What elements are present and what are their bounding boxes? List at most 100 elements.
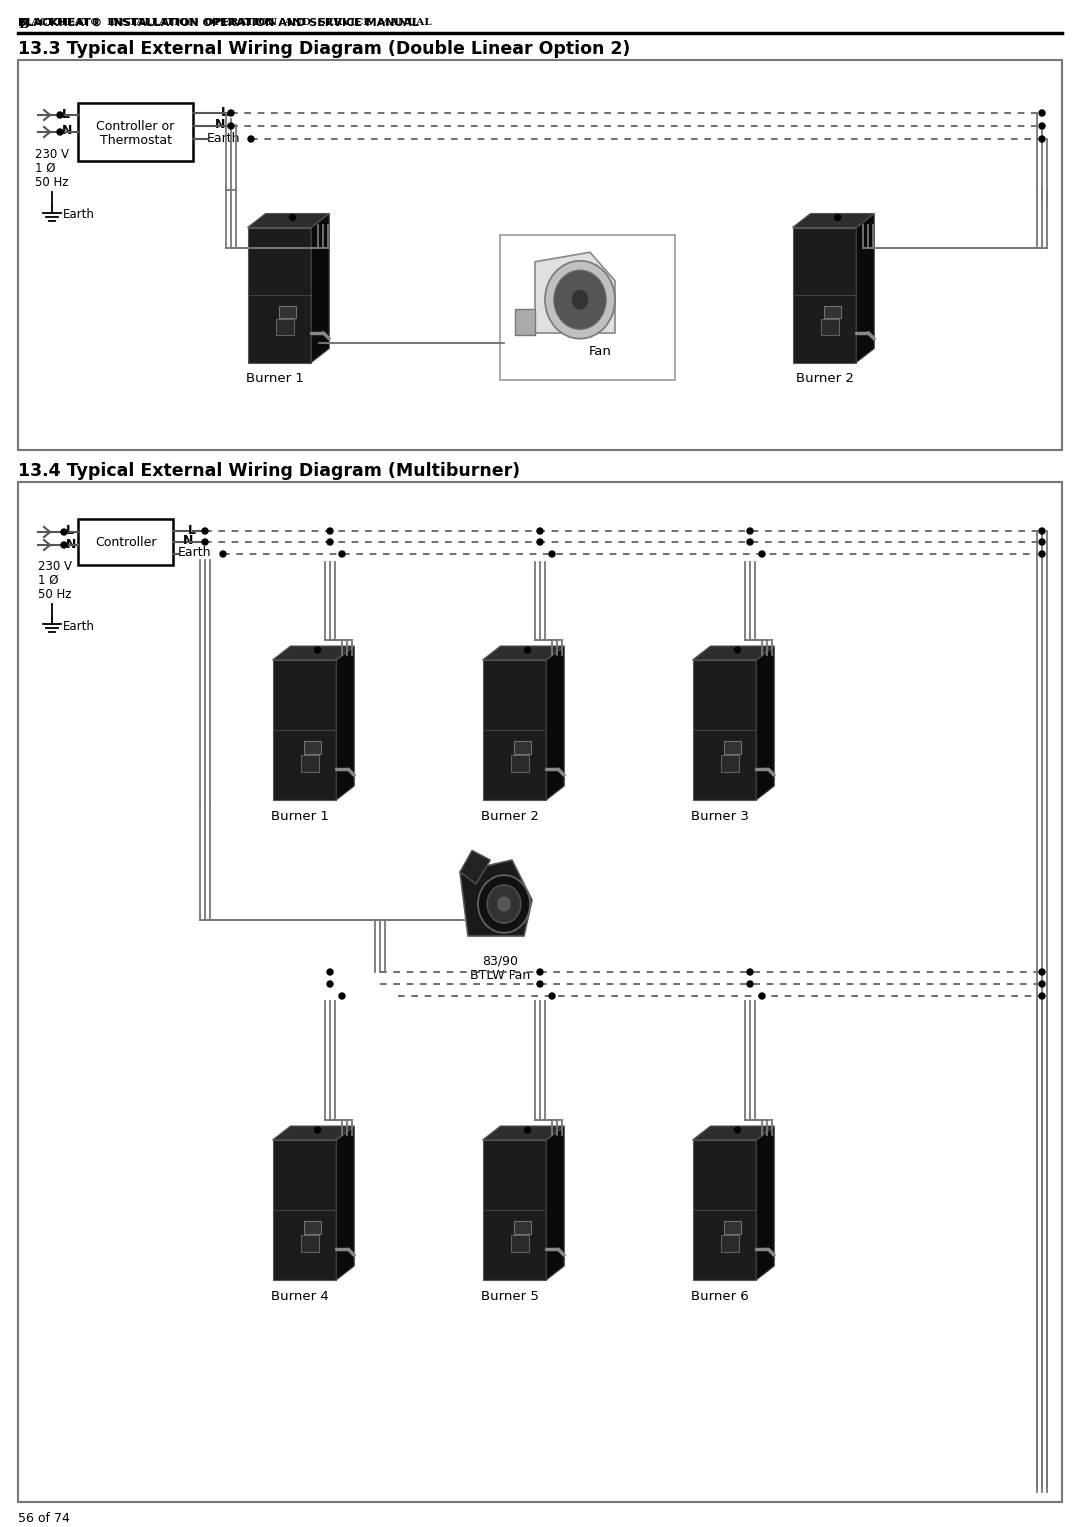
Circle shape	[57, 111, 63, 118]
Polygon shape	[460, 860, 532, 936]
Circle shape	[327, 539, 333, 545]
Bar	[300, 756, 320, 773]
Circle shape	[314, 647, 321, 654]
Circle shape	[1039, 993, 1045, 999]
Text: Controller or: Controller or	[96, 119, 175, 133]
Polygon shape	[483, 1141, 546, 1280]
Polygon shape	[272, 646, 354, 660]
Text: L: L	[62, 107, 70, 121]
Polygon shape	[247, 228, 311, 362]
Circle shape	[734, 1127, 741, 1133]
Text: Earth: Earth	[207, 131, 241, 145]
Circle shape	[549, 551, 555, 557]
Circle shape	[202, 539, 208, 545]
Circle shape	[228, 110, 234, 116]
Ellipse shape	[498, 898, 510, 910]
Circle shape	[314, 1127, 321, 1133]
Polygon shape	[483, 1125, 564, 1141]
Text: 1 Ø: 1 Ø	[38, 574, 58, 586]
Bar	[724, 741, 741, 754]
Bar	[300, 1235, 320, 1252]
Polygon shape	[272, 1125, 354, 1141]
Circle shape	[537, 539, 543, 545]
Text: Burner 3: Burner 3	[691, 809, 748, 823]
Polygon shape	[793, 214, 874, 228]
Polygon shape	[483, 646, 564, 660]
Text: N: N	[62, 125, 72, 137]
Bar	[18, 60, 1062, 450]
Text: L: L	[221, 105, 229, 119]
Text: B: B	[18, 18, 29, 31]
Text: 50 Hz: 50 Hz	[35, 176, 68, 189]
Polygon shape	[535, 252, 615, 333]
Ellipse shape	[571, 289, 589, 310]
Text: Burner 4: Burner 4	[271, 1290, 329, 1303]
Polygon shape	[336, 1125, 354, 1280]
Bar	[279, 305, 296, 318]
Polygon shape	[247, 214, 329, 228]
Text: Burner 1: Burner 1	[271, 809, 329, 823]
Bar	[18, 483, 1062, 1503]
Text: Earth: Earth	[178, 547, 212, 559]
Circle shape	[1039, 970, 1045, 976]
Circle shape	[747, 970, 753, 976]
Bar	[514, 741, 530, 754]
Circle shape	[747, 980, 753, 986]
Circle shape	[1039, 528, 1045, 534]
Circle shape	[835, 214, 840, 220]
Text: 230 V: 230 V	[35, 148, 69, 160]
Text: Burner 1: Burner 1	[246, 373, 303, 385]
Circle shape	[1039, 980, 1045, 986]
Circle shape	[525, 1127, 530, 1133]
Circle shape	[60, 528, 67, 534]
Circle shape	[734, 647, 741, 654]
Polygon shape	[692, 1125, 774, 1141]
Text: 230 V: 230 V	[38, 560, 72, 573]
Bar	[824, 305, 840, 318]
Polygon shape	[336, 646, 354, 800]
Bar	[78, 519, 173, 565]
Circle shape	[537, 528, 543, 534]
Text: Burner 2: Burner 2	[481, 809, 539, 823]
Text: Burner 2: Burner 2	[796, 373, 854, 385]
Polygon shape	[793, 228, 856, 362]
Text: Burner 5: Burner 5	[481, 1290, 539, 1303]
Circle shape	[202, 528, 208, 534]
Bar	[720, 756, 740, 773]
Text: 83/90
BTLW Fan: 83/90 BTLW Fan	[470, 954, 530, 982]
Circle shape	[1039, 551, 1045, 557]
Bar	[303, 1222, 321, 1234]
Text: Burner 6: Burner 6	[691, 1290, 748, 1303]
Polygon shape	[546, 646, 564, 800]
Circle shape	[289, 214, 296, 220]
Text: Fan: Fan	[589, 345, 611, 357]
Circle shape	[220, 551, 226, 557]
Polygon shape	[692, 660, 756, 800]
Bar	[724, 1222, 741, 1234]
Bar	[511, 1235, 529, 1252]
Circle shape	[339, 993, 345, 999]
Text: N: N	[215, 119, 226, 131]
Circle shape	[747, 539, 753, 545]
Ellipse shape	[545, 261, 615, 339]
Circle shape	[1039, 539, 1045, 545]
Polygon shape	[311, 214, 329, 362]
Ellipse shape	[487, 884, 521, 924]
Circle shape	[747, 528, 753, 534]
Bar	[500, 235, 675, 380]
Circle shape	[537, 970, 543, 976]
Text: BLACKHEAT®  INSTALLATION OPERATION AND SERVICE MANUAL: BLACKHEAT® INSTALLATION OPERATION AND SE…	[18, 18, 419, 27]
Circle shape	[1039, 124, 1045, 128]
Circle shape	[327, 970, 333, 976]
Text: 13.3 Typical External Wiring Diagram (Double Linear Option 2): 13.3 Typical External Wiring Diagram (Do…	[18, 40, 631, 58]
Text: LACKHEAT®  I​NSTALLATION  O​PERATION  AND  S​ERVICE  M​ANUAL: LACKHEAT® I​NSTALLATION O​PERATION AND S…	[24, 18, 432, 27]
Polygon shape	[460, 851, 490, 884]
Circle shape	[327, 980, 333, 986]
Text: L: L	[188, 524, 195, 536]
Bar	[78, 102, 193, 160]
Polygon shape	[756, 1125, 774, 1280]
Text: Earth: Earth	[63, 209, 95, 221]
Bar	[821, 319, 839, 336]
Polygon shape	[756, 646, 774, 800]
Circle shape	[525, 647, 530, 654]
